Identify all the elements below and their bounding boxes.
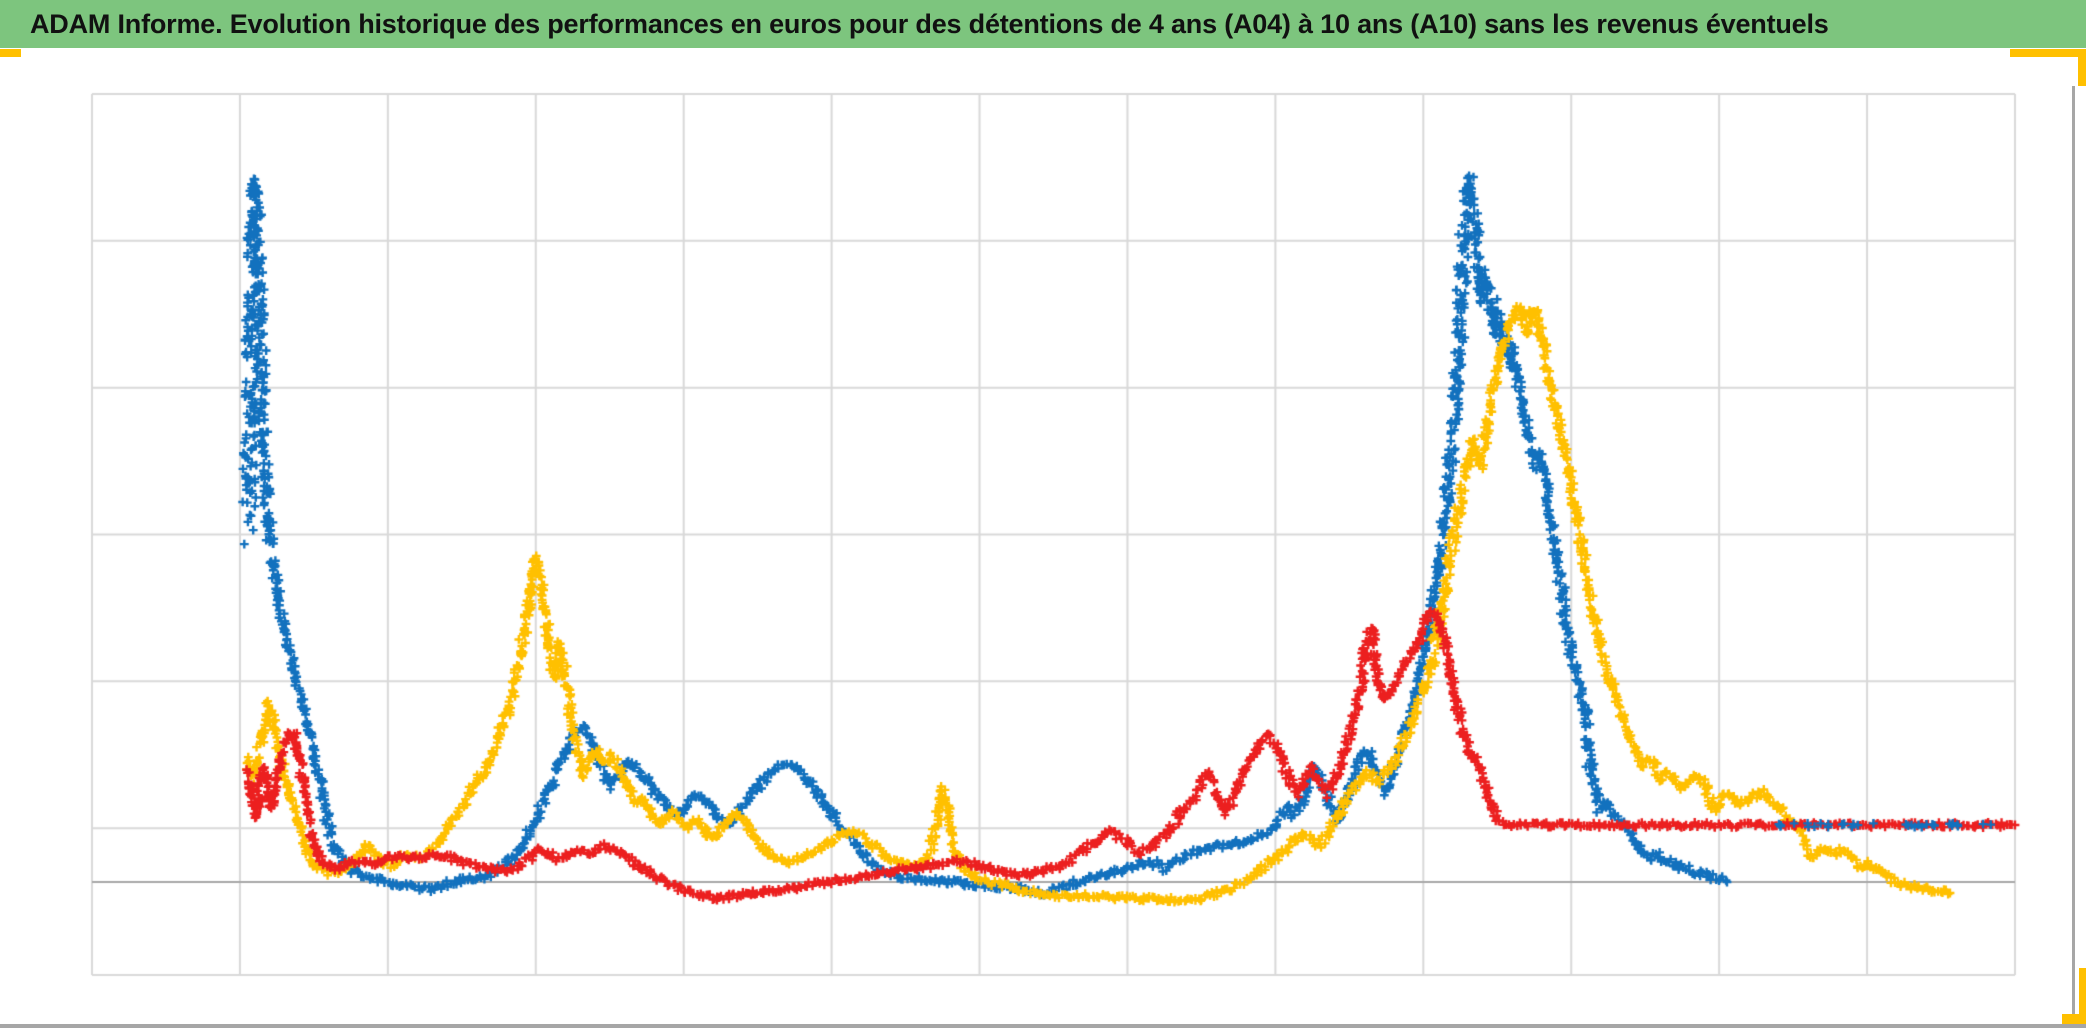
app-window: { "header": { "title": "ADAM Informe. Ev…: [0, 0, 2086, 1031]
performance-chart[interactable]: [0, 0, 2086, 1031]
